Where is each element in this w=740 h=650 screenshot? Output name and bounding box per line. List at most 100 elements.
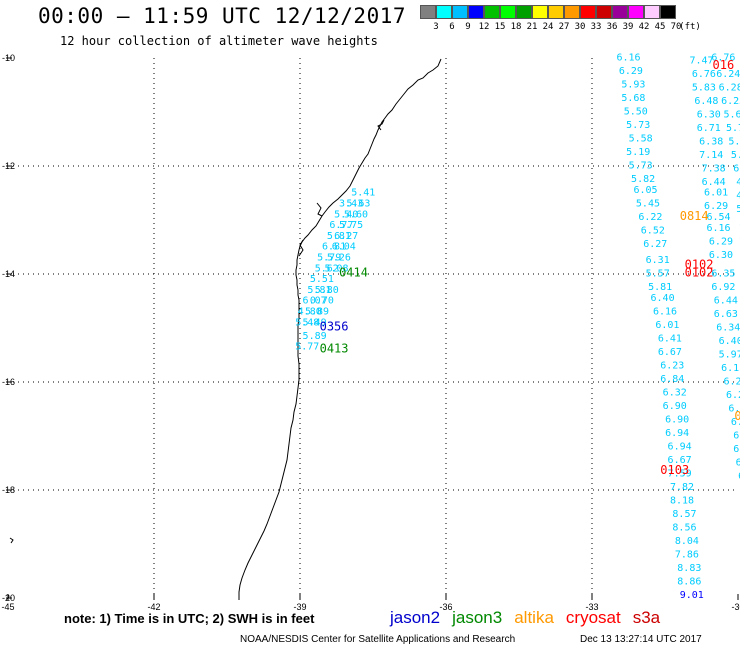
wave-height-value: 5.19: [626, 147, 650, 158]
wave-height-value: 6.52: [641, 226, 665, 237]
wave-height-value: 5.58: [629, 134, 653, 145]
wave-height-value: 5.51: [310, 274, 334, 285]
wave-height-value: 6.99: [733, 431, 740, 442]
wave-height-value: 4.9: [736, 177, 740, 188]
wave-height-value: 6.27: [643, 239, 667, 250]
wave-height-value: 6.30: [697, 109, 721, 120]
scale-label: 9: [465, 22, 471, 32]
wave-height-value: 8.83: [677, 563, 701, 574]
wave-height-value: 6.40: [719, 336, 740, 347]
wave-height-value: 6.77: [329, 220, 353, 231]
color-scale-swatches: [420, 5, 676, 19]
wave-height-value: 6.63: [714, 309, 738, 320]
scale-label: 6: [449, 22, 455, 32]
wave-height-value: 5.73: [629, 161, 653, 172]
coastline-islands: [9, 119, 385, 544]
x-tick-label: -39: [293, 602, 306, 612]
wave-height-value: 6.32: [663, 388, 687, 399]
wave-height-value: 5.49: [303, 317, 327, 328]
wave-height-value: 0.70: [310, 296, 334, 307]
wave-height-value: 5.79: [726, 123, 740, 134]
track-time-label: 016: [713, 58, 735, 72]
wave-height-value: 5.75: [339, 220, 363, 231]
wave-height-value: 5.77: [295, 342, 319, 353]
scale-swatch: [580, 5, 596, 19]
wave-height-value: 5.50: [624, 107, 648, 118]
legend-entry-cryosat: cryosat: [565, 608, 621, 627]
scale-label: 30: [574, 22, 586, 32]
scale-label: 33: [590, 22, 602, 32]
scale-swatch: [484, 5, 500, 19]
wave-height-value: 5.81: [327, 231, 351, 242]
wave-height-value: 6.16: [616, 53, 640, 64]
wave-height-value: 5.89: [303, 331, 327, 342]
wave-height-value: 6.35: [711, 269, 735, 280]
wave-height-value: 6.67: [658, 347, 682, 358]
legend-entry-s3a: s3a: [632, 608, 661, 627]
wave-height-value: 6.94: [668, 442, 692, 453]
wave-height-value: 5.68: [621, 93, 645, 104]
wave-height-value: 6.37: [728, 404, 740, 415]
scale-swatch: [532, 5, 548, 19]
wave-height-value: 6.22: [638, 212, 662, 223]
wave-height-value: 8.56: [672, 523, 696, 534]
scale-label: 45: [654, 22, 666, 32]
wave-height-value: 5.80: [315, 285, 339, 296]
wave-height-value: 4.80: [298, 307, 322, 318]
scale-swatch: [468, 5, 484, 19]
scale-label: 42: [638, 22, 650, 32]
color-scale: 3 6 9 12 15 18 21 24 27 30 33 36 39 42 45 70 (ft): [420, 5, 701, 32]
wave-height-value: 5.63: [346, 199, 370, 210]
wave-height-value: 5.73: [626, 120, 650, 131]
wave-height-value: 6.92: [711, 282, 735, 293]
scale-swatch: [452, 5, 468, 19]
track-time-label: 0102: [685, 258, 714, 272]
wave-height-value: 6.27: [334, 231, 358, 242]
scale-swatch: [500, 5, 516, 19]
wave-height-value: 6.29: [709, 236, 733, 247]
wave-height-value: 6.67: [668, 455, 692, 466]
scale-label: 24: [542, 22, 554, 32]
wave-height-value: 8.57: [672, 509, 696, 520]
wave-height-value: 5.45: [636, 199, 660, 210]
wave-height-value: 7.59: [668, 469, 692, 480]
wave-height-value: 6.16: [653, 307, 677, 318]
wave-height-value: 6.84: [660, 374, 684, 385]
generated-timestamp: Dec 13 13:27:14 UTC 2017: [580, 634, 702, 645]
scale-label: 18: [510, 22, 522, 32]
wave-height-value: 7.38: [702, 163, 726, 174]
scale-swatch: [628, 5, 644, 19]
wave-height-value: 5.93: [621, 80, 645, 91]
scale-label: 15: [494, 22, 506, 32]
wave-height-value: 6.29: [619, 66, 643, 77]
scale-label: 36: [606, 22, 618, 32]
wave-height-value: 5.57: [646, 269, 670, 280]
wave-height-value: 6.07: [303, 296, 327, 307]
wave-height-value: 5.08: [731, 150, 740, 161]
wave-height-value: 5.48: [295, 317, 319, 328]
satellite-legend: jason2 jason3 altika cryosat s3a: [390, 608, 672, 628]
track-time-label: 0102: [685, 266, 714, 280]
track-time-label: 0814: [680, 209, 709, 223]
wave-height-value: 6.76: [692, 69, 716, 80]
color-scale-labels: 3 6 9 12 15 18 21 24 27 30 33 36 39 42 45 70 (ft): [420, 22, 740, 36]
wave-height-value: 6.74: [733, 444, 740, 455]
wave-height-value: 5.81: [307, 285, 331, 296]
scale-label: 39: [622, 22, 634, 32]
wave-height-value: 6.34: [716, 323, 740, 334]
footer-note: note: 1) Time is in UTC; 2) SWH is in fe…: [64, 611, 315, 626]
x-tick-label: -36: [439, 602, 452, 612]
legend-entry-altika: altika: [514, 608, 554, 627]
wave-height-value: 6.76: [711, 53, 735, 64]
wave-height-value: 6.70: [731, 417, 740, 428]
scale-label: 21: [526, 22, 538, 32]
wave-height-value: 5.4: [736, 204, 740, 215]
wave-height-value: 6.30: [709, 250, 733, 261]
wave-height-value: 6.22: [724, 377, 740, 388]
scale-swatch: [644, 5, 660, 19]
scale-swatch: [596, 5, 612, 19]
wave-height-value: 6.11: [721, 363, 740, 374]
wave-height-value: 6.31: [646, 255, 670, 266]
wave-height-value: 6.90: [665, 415, 689, 426]
wave-height-value: 9.01: [680, 590, 704, 601]
